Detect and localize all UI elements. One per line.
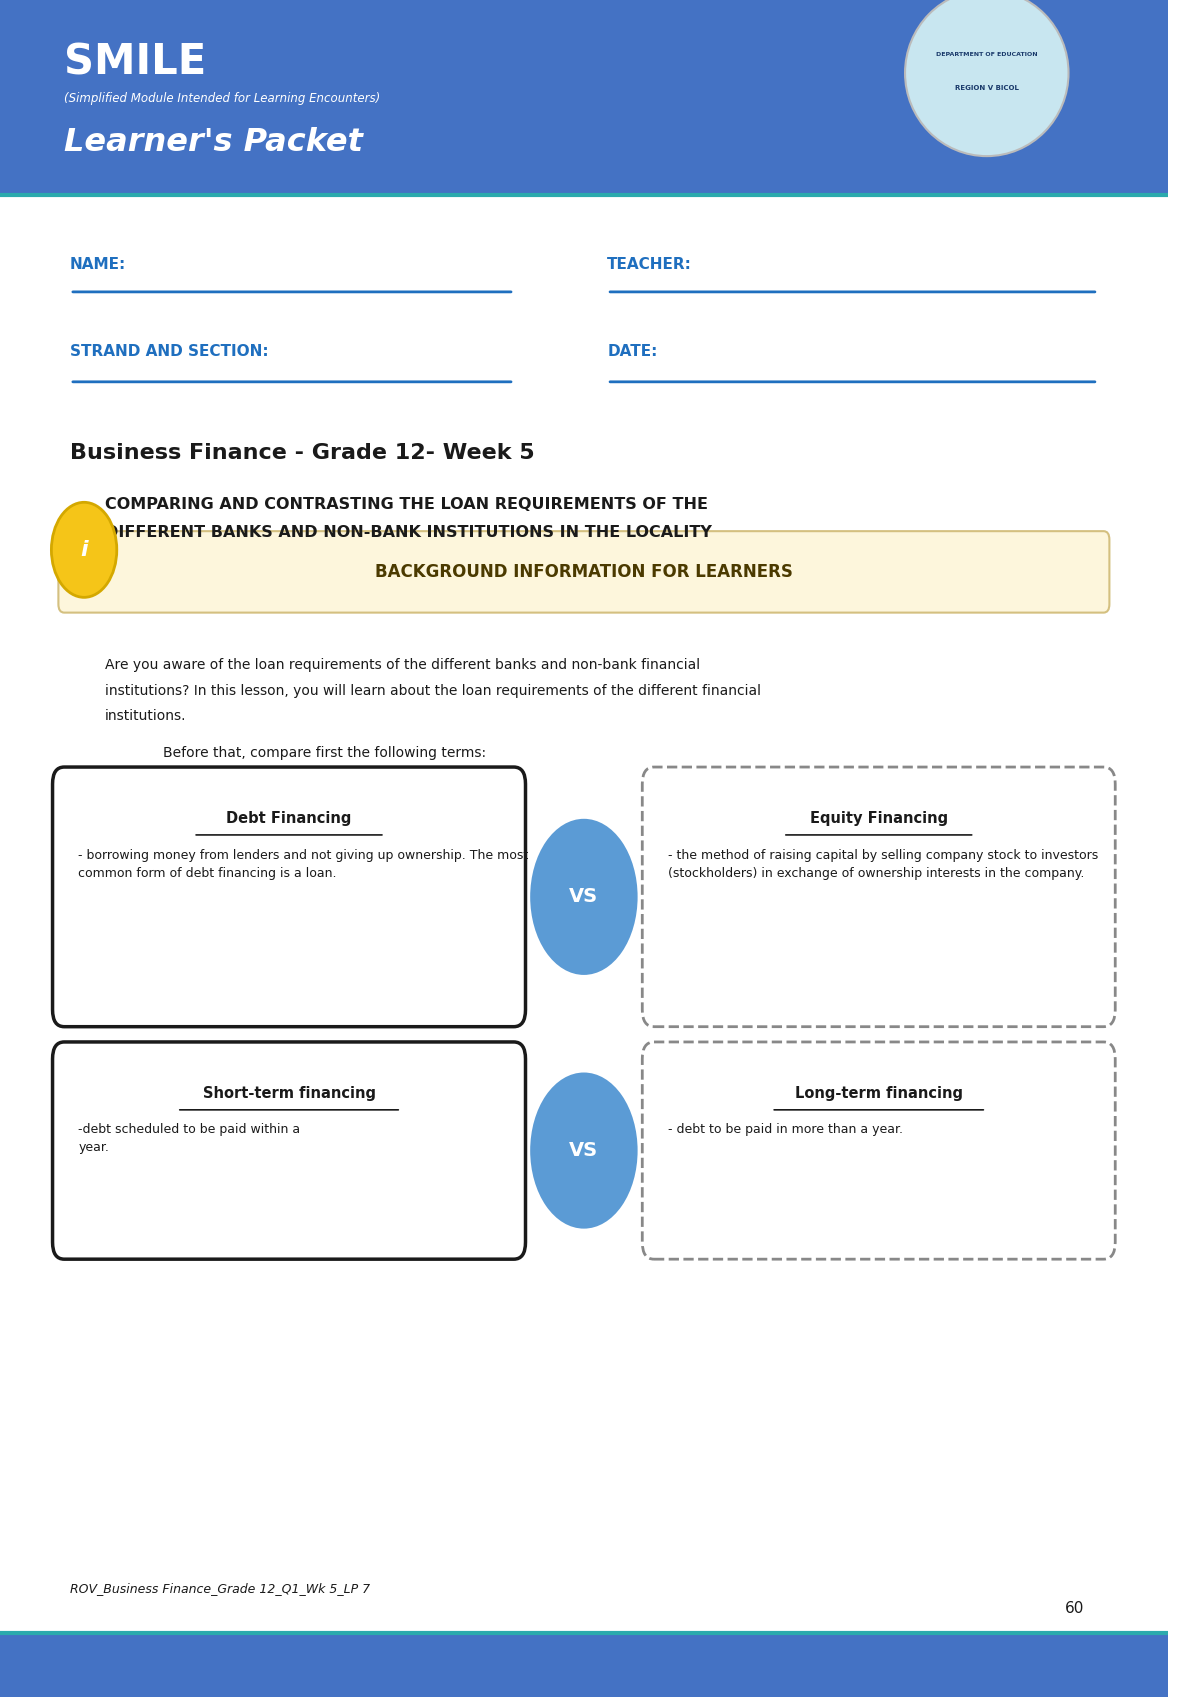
Circle shape — [530, 1073, 637, 1229]
FancyBboxPatch shape — [642, 767, 1115, 1027]
Circle shape — [530, 818, 637, 974]
Text: Long-term financing: Long-term financing — [794, 1086, 962, 1101]
Text: Before that, compare first the following terms:: Before that, compare first the following… — [163, 747, 487, 760]
Text: SMILE: SMILE — [65, 42, 206, 83]
Text: Are you aware of the loan requirements of the different banks and non-bank finan: Are you aware of the loan requirements o… — [106, 658, 701, 672]
FancyBboxPatch shape — [53, 1042, 526, 1259]
Text: TEACHER:: TEACHER: — [607, 258, 692, 272]
Text: Learner's Packet: Learner's Packet — [65, 127, 364, 158]
Text: STRAND AND SECTION:: STRAND AND SECTION: — [70, 344, 269, 358]
FancyBboxPatch shape — [0, 1633, 1168, 1697]
Text: VS: VS — [569, 1140, 599, 1161]
Text: 60: 60 — [1064, 1602, 1084, 1616]
FancyBboxPatch shape — [642, 1042, 1115, 1259]
Text: Debt Financing: Debt Financing — [227, 811, 352, 826]
Text: institutions? In this lesson, you will learn about the loan requirements of the : institutions? In this lesson, you will l… — [106, 684, 761, 697]
FancyBboxPatch shape — [53, 767, 526, 1027]
Text: ROV_Business Finance_Grade 12_Q1_Wk 5_LP 7: ROV_Business Finance_Grade 12_Q1_Wk 5_LP… — [70, 1582, 370, 1595]
Text: COMPARING AND CONTRASTING THE LOAN REQUIREMENTS OF THE: COMPARING AND CONTRASTING THE LOAN REQUI… — [106, 497, 708, 511]
Text: VS: VS — [569, 888, 599, 906]
Text: - borrowing money from lenders and not giving up ownership. The most
common form: - borrowing money from lenders and not g… — [78, 848, 528, 879]
Text: i: i — [80, 540, 88, 560]
Text: DIFFERENT BANKS AND NON-BANK INSTITUTIONS IN THE LOCALITY: DIFFERENT BANKS AND NON-BANK INSTITUTION… — [106, 526, 712, 540]
FancyBboxPatch shape — [59, 531, 1110, 613]
Text: -debt scheduled to be paid within a
year.: -debt scheduled to be paid within a year… — [78, 1123, 300, 1154]
Circle shape — [52, 502, 116, 597]
Text: institutions.: institutions. — [106, 709, 187, 723]
FancyBboxPatch shape — [0, 0, 1168, 195]
Text: DATE:: DATE: — [607, 344, 658, 358]
Ellipse shape — [905, 0, 1068, 156]
Text: Short-term financing: Short-term financing — [203, 1086, 376, 1101]
Text: BACKGROUND INFORMATION FOR LEARNERS: BACKGROUND INFORMATION FOR LEARNERS — [374, 563, 793, 580]
Text: - debt to be paid in more than a year.: - debt to be paid in more than a year. — [668, 1123, 902, 1137]
Text: NAME:: NAME: — [70, 258, 126, 272]
Text: DEPARTMENT OF EDUCATION: DEPARTMENT OF EDUCATION — [936, 53, 1038, 56]
Text: - the method of raising capital by selling company stock to investors
(stockhold: - the method of raising capital by selli… — [668, 848, 1098, 879]
Text: Equity Financing: Equity Financing — [810, 811, 948, 826]
Text: REGION V BICOL: REGION V BICOL — [955, 85, 1019, 92]
Text: Business Finance - Grade 12- Week 5: Business Finance - Grade 12- Week 5 — [70, 443, 535, 463]
Text: (Simplified Module Intended for Learning Encounters): (Simplified Module Intended for Learning… — [65, 92, 380, 105]
